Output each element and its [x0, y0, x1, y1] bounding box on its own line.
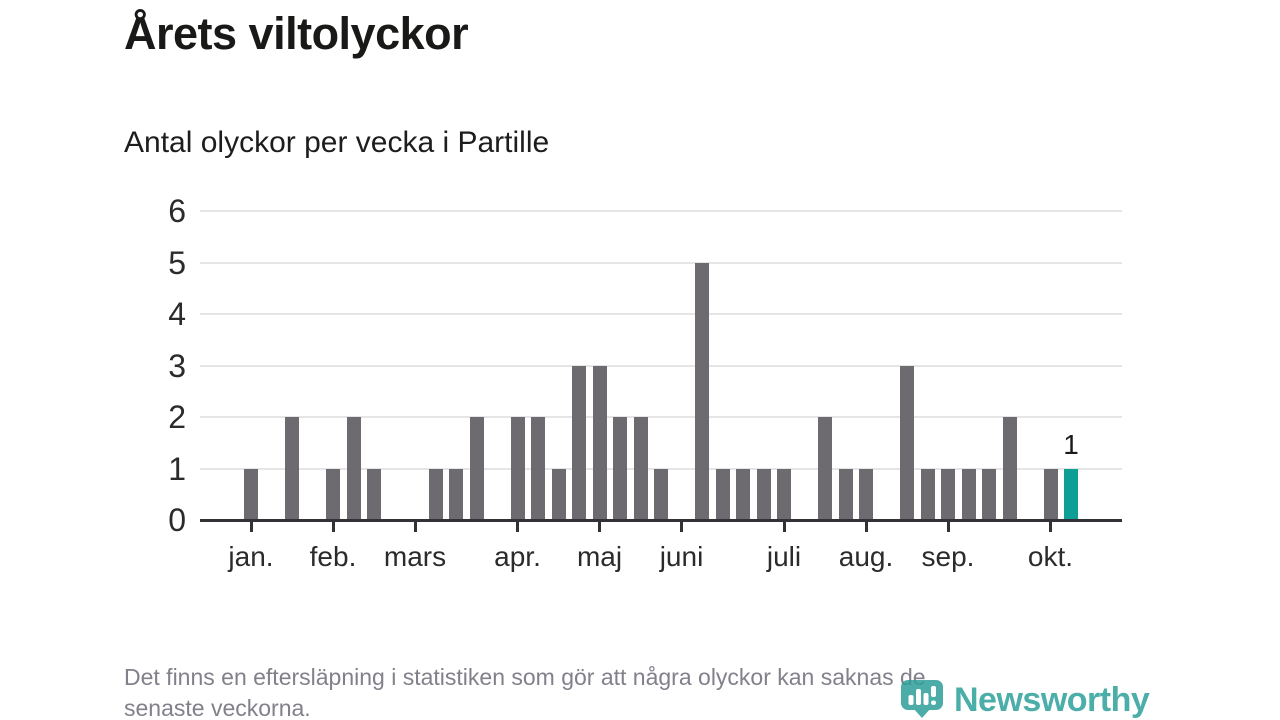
gridline-y-3: [200, 364, 1122, 367]
bar-week-23: [695, 262, 709, 520]
bar-week-17: [572, 365, 586, 520]
bar-week-40: [1043, 468, 1058, 520]
newsworthy-logo-icon: [901, 680, 943, 718]
bar-week-1: [244, 468, 258, 520]
bar-week-16: [551, 468, 566, 520]
bar-week-24: [715, 468, 730, 520]
newsworthy-logo: Newsworthy: [901, 680, 1150, 720]
bar-week-33: [900, 365, 914, 520]
bar-week-38: [1002, 417, 1017, 520]
bar-week-36: [961, 468, 976, 520]
footnote-line-2: senaste veckorna.: [124, 695, 311, 720]
month-tick-mars: [413, 521, 417, 532]
bar-week-31: [859, 468, 873, 520]
bar-week-27: [777, 468, 791, 520]
chart-title: Årets viltolyckor: [124, 8, 469, 59]
bar-week-15: [531, 417, 545, 520]
gridline-y-5: [200, 261, 1122, 264]
bar-week-26: [756, 468, 771, 520]
gridline-y-6: [200, 210, 1122, 212]
bar-week-20: [633, 417, 648, 520]
newsworthy-logo-text: Newsworthy: [954, 681, 1150, 719]
bar-week-6: [346, 417, 361, 520]
bar-week-19: [613, 417, 627, 520]
bar-week-41-highlighted: [1064, 468, 1078, 520]
y-axis-label-4: 4: [168, 296, 186, 332]
month-label-aug: aug.: [838, 541, 894, 572]
month-label-sep: sep.: [921, 541, 975, 572]
month-label-okt: okt.: [1027, 541, 1074, 572]
y-axis-label-3: 3: [168, 347, 186, 384]
month-label-juli: juli: [766, 541, 802, 572]
bar-week-18: [592, 365, 607, 520]
bar-week-21: [654, 468, 668, 520]
y-axis-label-1: 1: [168, 450, 186, 487]
month-label-mars: mars: [383, 541, 447, 572]
month-label-jan: jan.: [228, 541, 274, 572]
month-tick-aug: [864, 521, 868, 532]
bar-week-11: [449, 468, 463, 520]
month-tick-apr: [516, 521, 519, 532]
y-axis-label-0: 0: [168, 502, 186, 538]
month-tick-juni: [680, 521, 683, 532]
y-axis-label-5: 5: [168, 244, 186, 281]
bar-week-35: [941, 468, 955, 520]
bar-week-3: [285, 417, 299, 520]
month-tick-juli: [782, 521, 786, 532]
bar-week-5: [326, 468, 340, 520]
month-tick-feb: [331, 521, 335, 532]
month-tick-sep: [946, 521, 950, 532]
month-tick-maj: [598, 521, 601, 532]
bar-week-34: [920, 468, 935, 520]
bar-week-14: [510, 417, 525, 520]
bar-week-10: [428, 468, 443, 520]
month-tick-okt: [1049, 521, 1052, 532]
gridline-y-2: [200, 416, 1122, 418]
month-label-apr: apr.: [494, 541, 541, 572]
chart-subtitle: Antal olyckor per vecka i Partille: [124, 126, 550, 159]
month-label-maj: maj: [576, 541, 623, 572]
month-tick-jan: [249, 521, 253, 532]
highlight-value-label: 1: [1063, 428, 1079, 460]
month-label-feb: feb.: [309, 541, 357, 572]
y-axis-label-6: 6: [168, 193, 186, 229]
y-axis-label-2: 2: [168, 399, 186, 435]
footnote-line-1: Det finns en eftersläpning i statistiken…: [124, 664, 926, 690]
month-label-juni: juni: [659, 541, 704, 572]
gridline-y-4: [200, 313, 1122, 315]
bar-week-12: [469, 417, 484, 520]
bar-week-7: [367, 468, 381, 520]
x-axis-line: [200, 518, 1122, 522]
bar-week-25: [736, 468, 750, 520]
chart-footnote: Det finns en eftersläpning i statistiken…: [124, 662, 1164, 720]
bar-week-30: [838, 468, 853, 520]
bar-week-37: [982, 468, 996, 520]
bar-week-29: [818, 417, 832, 520]
